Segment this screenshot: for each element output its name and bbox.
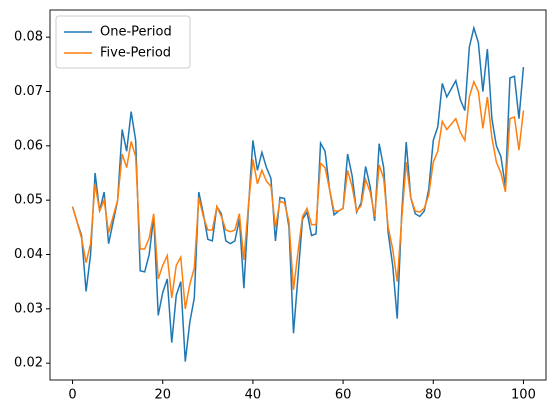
legend-label: One-Period (100, 25, 172, 40)
x-tick-label: 0 (68, 388, 76, 403)
y-tick-label: 0.08 (14, 30, 43, 45)
y-tick-label: 0.05 (14, 193, 43, 208)
x-tick-label: 20 (154, 388, 171, 403)
legend-label: Five-Period (100, 46, 171, 61)
axes-frame (49, 9, 547, 381)
series-line (71, 25, 525, 362)
y-tick-label: 0.02 (14, 356, 43, 371)
x-tick-label: 100 (511, 388, 536, 403)
y-tick-label: 0.03 (14, 301, 43, 316)
y-tick-label: 0.06 (14, 138, 43, 153)
x-tick-label: 40 (245, 388, 262, 403)
x-tick-label: 60 (335, 388, 352, 403)
x-tick-label: 80 (425, 388, 442, 403)
y-tick-label: 0.07 (14, 84, 43, 99)
series-line (71, 79, 525, 309)
y-tick-label: 0.04 (14, 247, 43, 262)
legend-box (55, 15, 191, 69)
